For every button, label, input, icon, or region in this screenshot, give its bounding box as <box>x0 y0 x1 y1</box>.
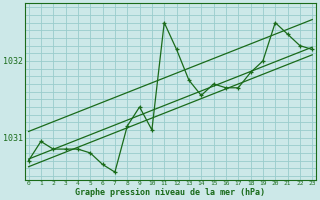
X-axis label: Graphe pression niveau de la mer (hPa): Graphe pression niveau de la mer (hPa) <box>76 188 265 197</box>
